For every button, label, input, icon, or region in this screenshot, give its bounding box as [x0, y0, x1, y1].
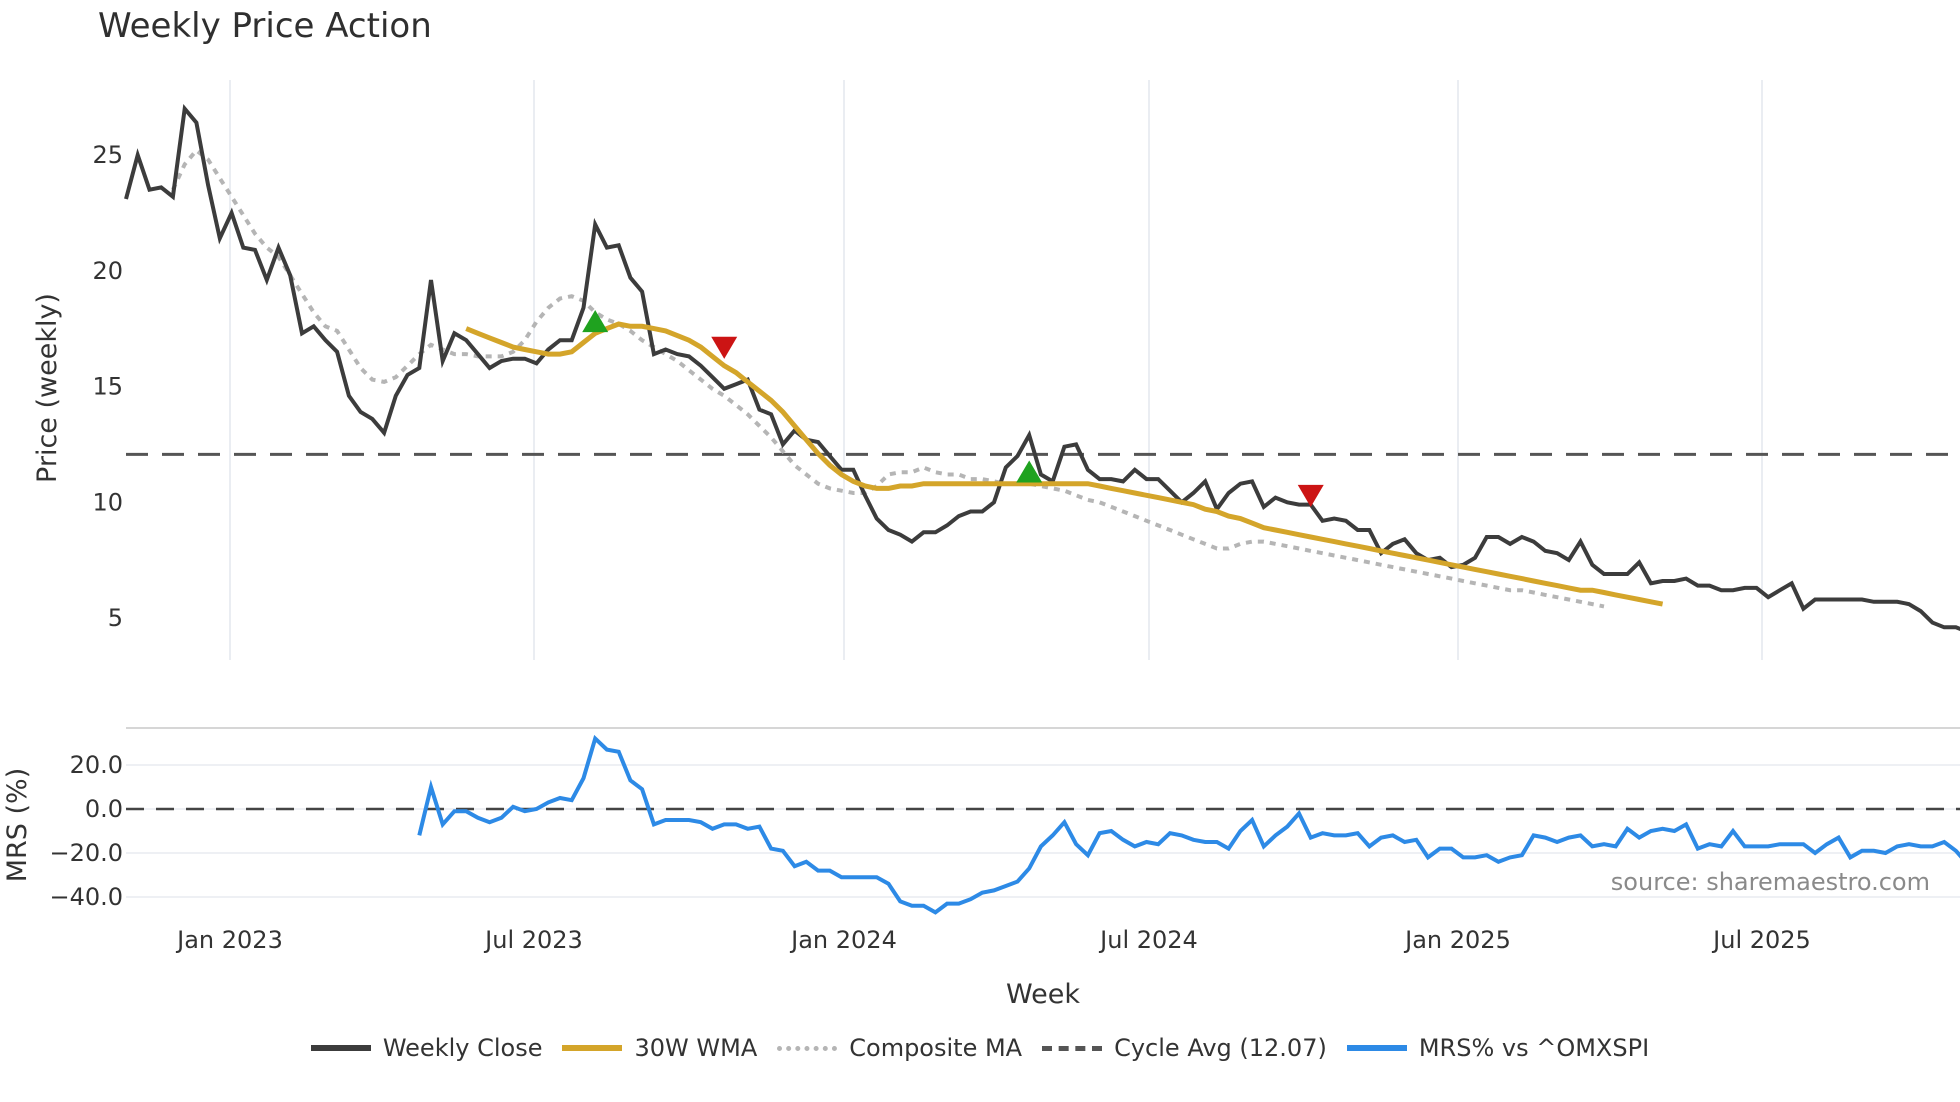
- price-tick-label: 5: [108, 604, 123, 632]
- x-tick-label: Jan 2025: [1403, 926, 1511, 954]
- mrs-axis-title: MRS (%): [2, 768, 33, 883]
- legend-item-wma30[interactable]: 30W WMA: [562, 1034, 757, 1062]
- legend-label: 30W WMA: [634, 1034, 758, 1062]
- mrs-tick-label: 20.0: [70, 751, 123, 779]
- sell-signal-marker-icon: [1297, 484, 1324, 508]
- x-tick-label: Jul 2023: [483, 926, 583, 954]
- wma30-swatch-icon: [562, 1045, 623, 1051]
- source-note: source: sharemaestro.com: [1611, 868, 1930, 896]
- x-axis-title: Week: [1006, 979, 1080, 1010]
- mrs-y-axis: 20.0 0.0 −20.0 −40.0: [49, 751, 123, 911]
- legend-label: Composite MA: [849, 1034, 1023, 1062]
- composite-ma-line: [171, 147, 1605, 609]
- legend-label: Cycle Avg (12.07): [1114, 1034, 1327, 1062]
- mrs-line: [417, 734, 1960, 915]
- chart-canvas: 5 10 15 20 25 20.0 0.0 −20.0 −40.0 Jan 2023 Jul …: [2, 80, 1960, 1010]
- legend-label: MRS% vs ^OMXSPI: [1418, 1034, 1650, 1062]
- legend-item-composite-ma[interactable]: Composite MA: [777, 1034, 1022, 1062]
- mrs-swatch-icon: [1346, 1045, 1407, 1051]
- buy-signal-marker-icon: [1016, 460, 1043, 483]
- composite-ma-swatch-icon: [777, 1045, 838, 1051]
- weekly-close-swatch-icon: [310, 1045, 371, 1051]
- legend-item-weekly-close[interactable]: Weekly Close: [310, 1034, 543, 1062]
- sell-signal-marker-icon: [711, 336, 738, 359]
- legend-item-mrs[interactable]: MRS% vs ^OMXSPI: [1346, 1034, 1650, 1062]
- mrs-tick-label: −40.0: [49, 883, 123, 911]
- signal-markers: [582, 309, 1324, 508]
- price-tick-label: 15: [92, 373, 123, 401]
- wma30-line: [465, 321, 1664, 607]
- chart-title: Weekly Price Action: [98, 6, 432, 46]
- weekly-close-line: [124, 103, 1960, 632]
- x-tick-label: Jan 2023: [175, 926, 283, 954]
- price-tick-label: 20: [92, 257, 123, 285]
- price-tick-label: 10: [92, 488, 123, 516]
- cycle-avg-swatch-icon: [1042, 1045, 1103, 1051]
- x-tick-label: Jul 2025: [1711, 926, 1811, 954]
- legend: Weekly Close 30W WMA Composite MA Cycle …: [0, 1034, 1960, 1062]
- legend-item-cycle-avg[interactable]: Cycle Avg (12.07): [1042, 1034, 1327, 1062]
- x-gridlines: [229, 80, 1763, 660]
- x-axis: Jan 2023 Jul 2023 Jan 2024 Jul 2024 Jan 2025…: [175, 926, 1811, 954]
- x-tick-label: Jan 2024: [789, 926, 897, 954]
- price-y-axis: 5 10 15 20 25: [92, 141, 123, 632]
- mrs-tick-label: −20.0: [49, 839, 123, 867]
- price-tick-label: 25: [92, 141, 123, 169]
- price-axis-title: Price (weekly): [32, 293, 63, 483]
- x-tick-label: Jul 2024: [1098, 926, 1198, 954]
- mrs-tick-label: 0.0: [85, 795, 123, 823]
- legend-label: Weekly Close: [382, 1034, 543, 1062]
- buy-signal-marker-icon: [582, 309, 609, 333]
